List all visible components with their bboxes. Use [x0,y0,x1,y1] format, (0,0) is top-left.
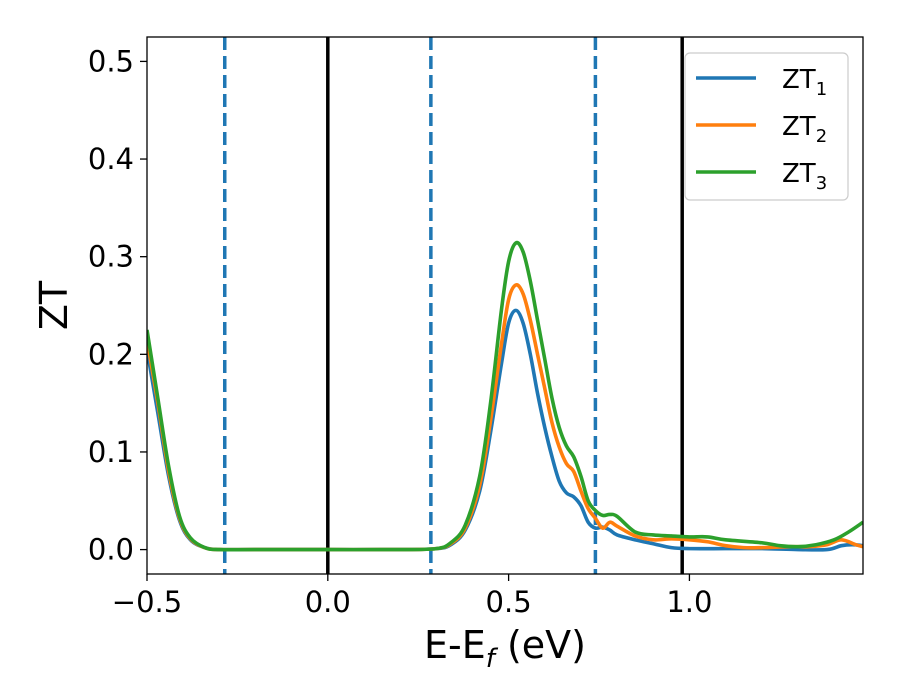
x-axis-label-tail: (eV) [495,623,586,667]
y-tick-label: 0.4 [88,142,134,176]
series-line-3 [147,240,863,552]
y-tick-label: 0.0 [88,533,134,567]
legend-label-2: ZT2 [782,112,827,147]
y-axis-label: ZT [32,280,76,330]
x-tick-label: 0.0 [305,585,351,619]
axis-ticks: −0.5 0.0 0.5 1.0 0.0 0.1 0.2 0.3 0.4 0.5 [88,44,713,619]
legend: ZT1 ZT2 ZT3 [684,52,849,201]
legend-box [684,52,849,201]
series-line-2 [147,283,863,552]
series-line-1 [147,308,863,552]
y-tick-label: 0.1 [88,435,134,469]
y-tick-label: 0.3 [88,240,134,274]
reference-lines [222,37,684,574]
series-lines [147,240,863,552]
legend-label-3: ZT3 [782,159,827,194]
plot-frame [146,36,864,575]
legend-label-1: ZT1 [782,65,827,100]
x-tick-label: −0.5 [112,585,182,619]
x-tick-label: 1.0 [666,585,712,619]
x-axis-label-main: E-E [424,623,486,667]
y-tick-label: 0.2 [88,337,134,371]
x-tick-label: 0.5 [486,585,532,619]
y-tick-label: 0.5 [88,44,134,78]
x-axis-label: E-Ef (eV) [424,623,586,674]
